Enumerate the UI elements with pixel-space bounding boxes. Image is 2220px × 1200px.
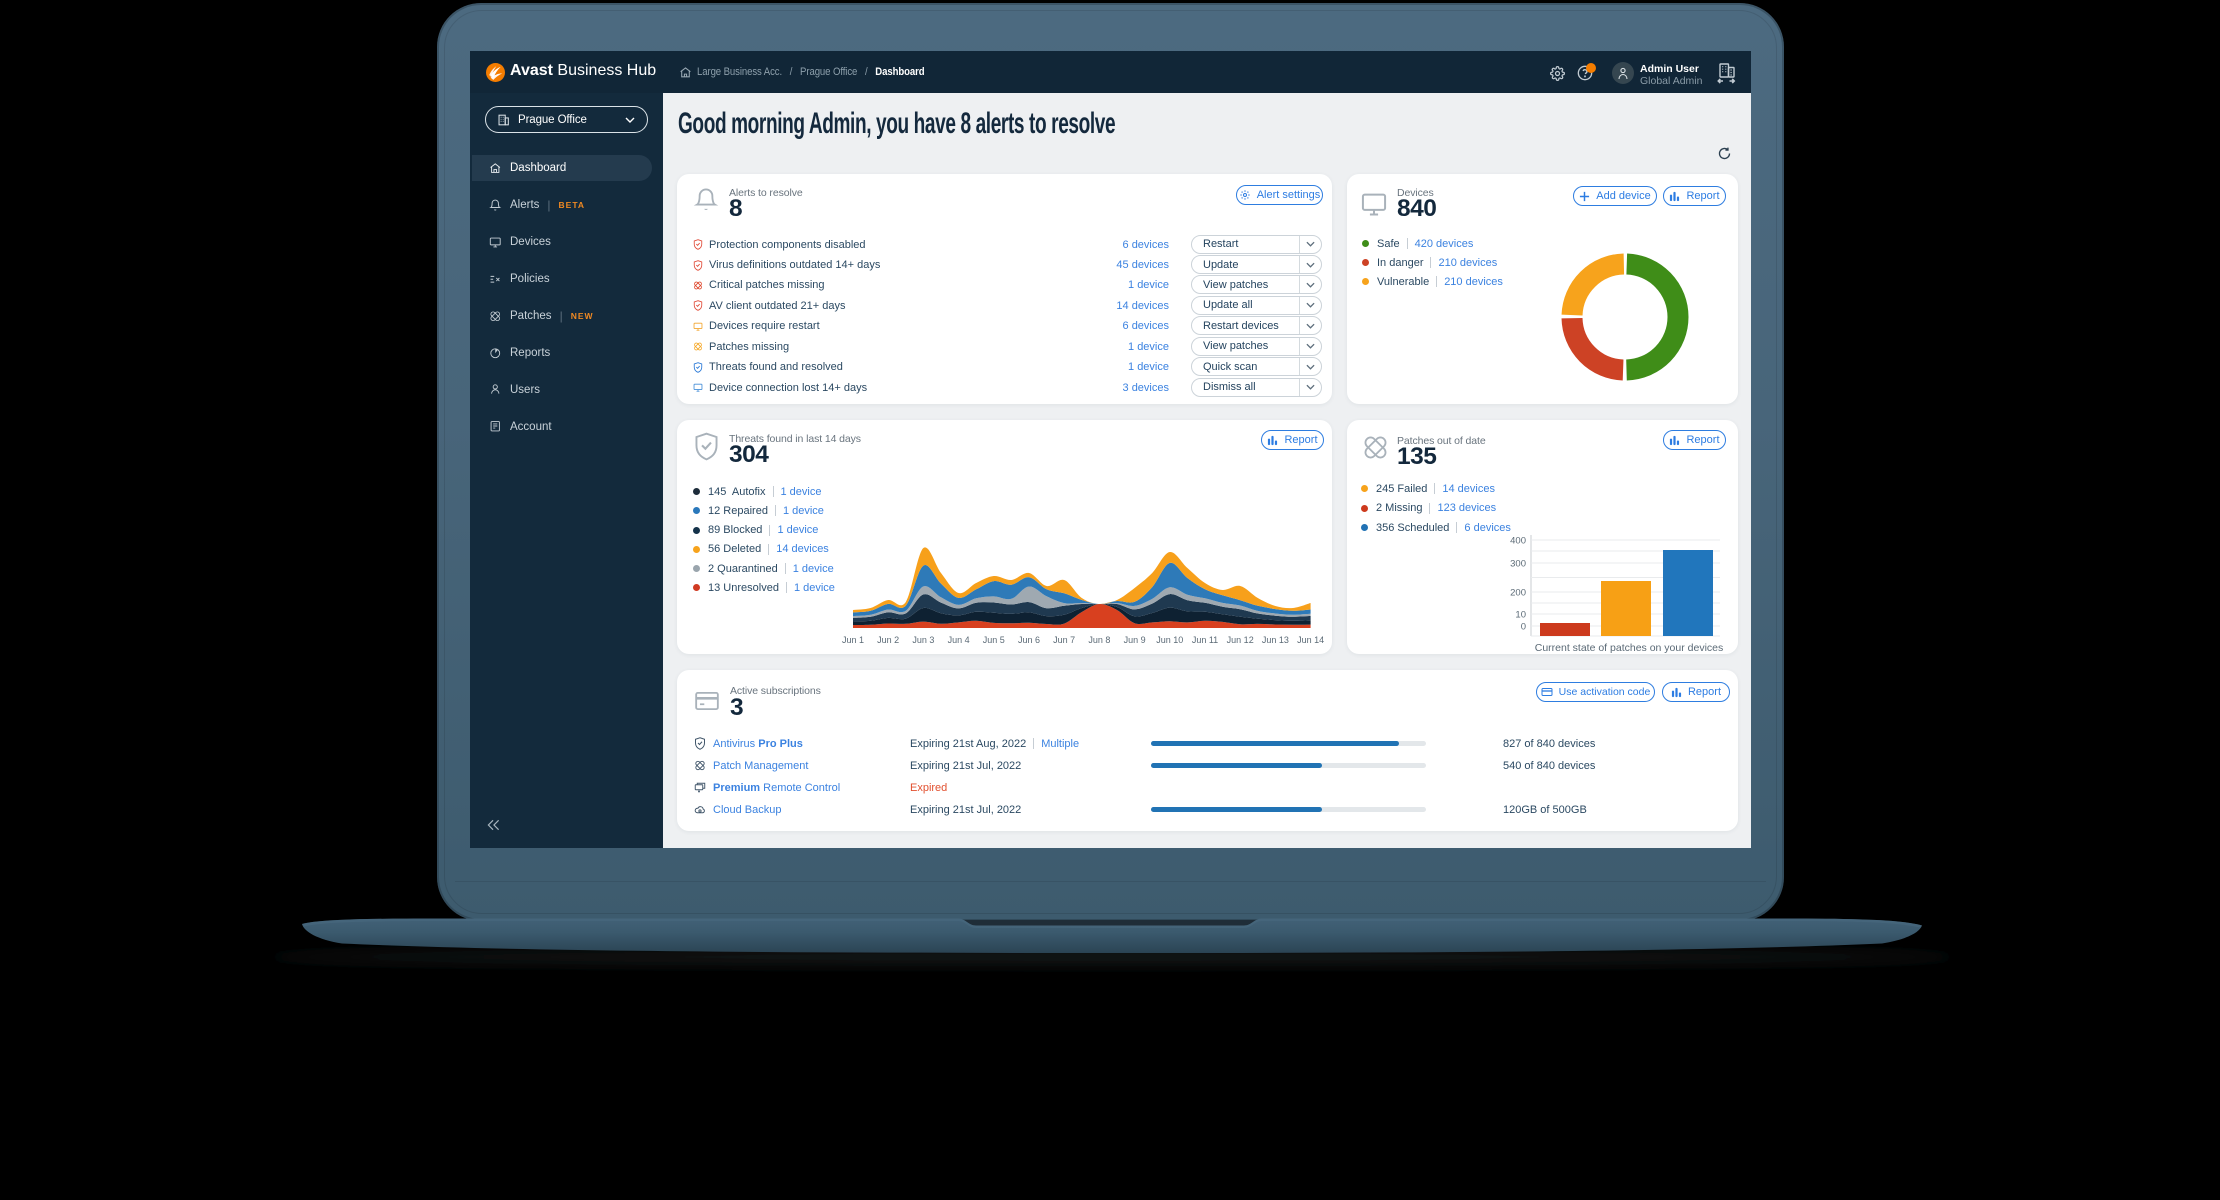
svg-text:300: 300 [1510,559,1526,570]
svg-text:10: 10 [1515,610,1526,621]
svg-text:0: 0 [1521,622,1526,633]
svg-text:400: 400 [1510,536,1526,547]
svg-text:200: 200 [1510,588,1526,599]
